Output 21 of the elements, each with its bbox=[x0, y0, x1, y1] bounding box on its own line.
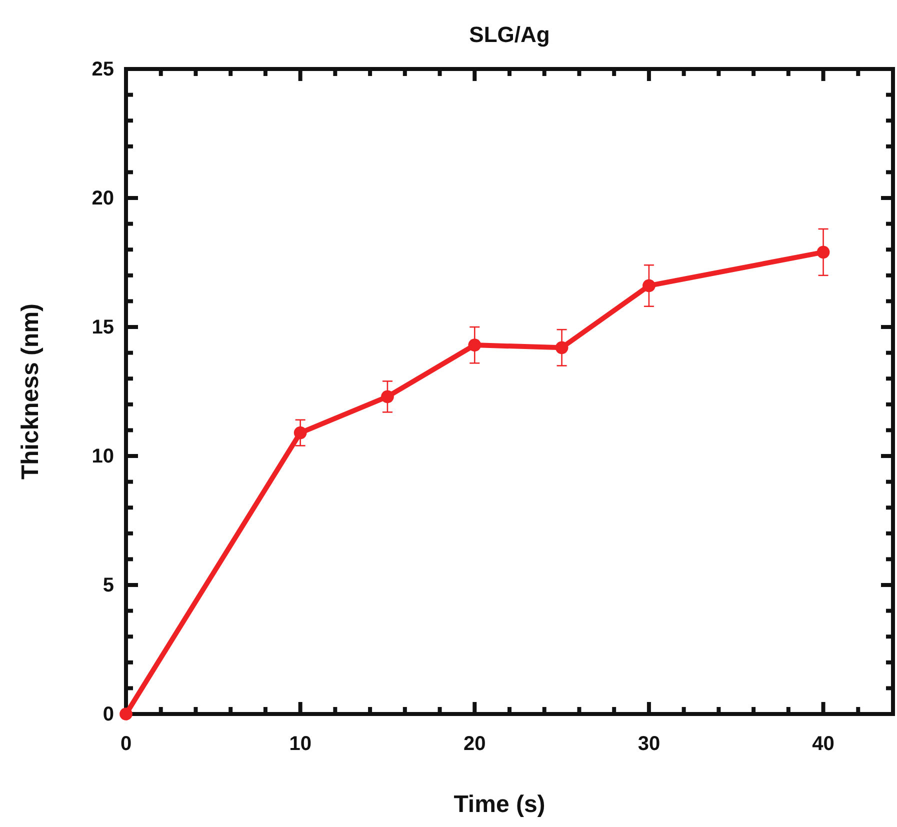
point bbox=[642, 279, 656, 292]
point bbox=[555, 341, 568, 354]
y-tick-label: 0 bbox=[102, 703, 114, 726]
y-tick-label: 10 bbox=[92, 445, 114, 468]
y-tick-label: 25 bbox=[92, 58, 114, 80]
point bbox=[468, 338, 482, 352]
point bbox=[381, 390, 394, 404]
x-tick-label: 40 bbox=[812, 733, 834, 756]
x-tick-label: 20 bbox=[464, 733, 486, 756]
x-tick-label: 30 bbox=[638, 733, 660, 756]
point bbox=[294, 426, 307, 440]
point bbox=[816, 246, 830, 259]
x-tick-label: 10 bbox=[289, 733, 312, 756]
y-axis-title: Thickness (nm) bbox=[17, 303, 44, 480]
y-tick-label: 5 bbox=[102, 574, 114, 596]
x-axis-title: Time (s) bbox=[454, 791, 546, 818]
x-tick-label: 0 bbox=[120, 733, 132, 756]
y-tick-label: 15 bbox=[92, 316, 114, 338]
y-tick-label: 20 bbox=[92, 187, 114, 210]
chart-title: SLG/Ag bbox=[469, 22, 550, 47]
point bbox=[120, 708, 132, 720]
